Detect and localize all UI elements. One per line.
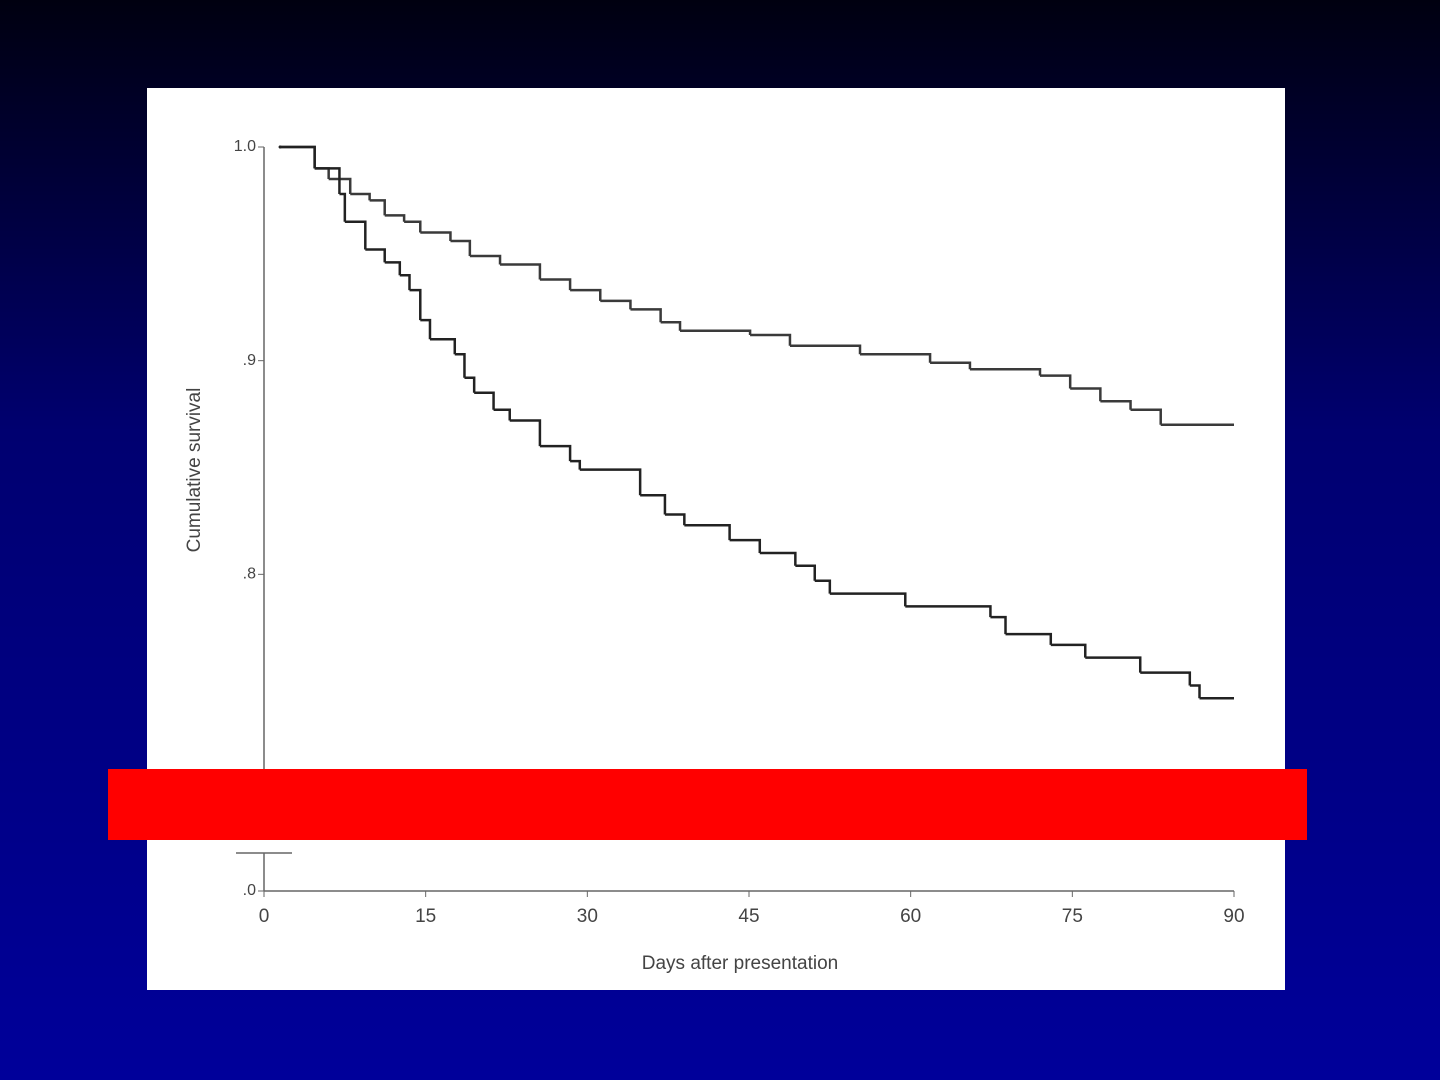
survival-step <box>474 391 495 410</box>
survival-step <box>539 278 572 291</box>
survival-step <box>990 615 1007 635</box>
survival-step <box>814 579 832 594</box>
survival-step <box>1130 408 1162 425</box>
survival-step <box>630 308 662 323</box>
x-axis-label: Days after presentation <box>642 953 838 974</box>
survival-step <box>493 408 511 421</box>
survival-step <box>1085 656 1142 673</box>
survival-step <box>500 263 542 280</box>
survival-step <box>328 177 352 195</box>
survival-step <box>365 248 386 263</box>
x-tick-label: 45 <box>738 906 759 927</box>
survival-step <box>454 353 466 378</box>
x-tick-label: 60 <box>900 906 921 927</box>
survival-step <box>600 299 632 310</box>
survival-step <box>1189 684 1201 699</box>
survival-step <box>409 288 422 321</box>
survival-step <box>570 459 582 470</box>
survival-step <box>969 367 1042 376</box>
y-tick-label: .0 <box>243 882 256 899</box>
survival-step <box>1140 671 1192 686</box>
x-tick-label: 0 <box>259 906 270 927</box>
survival-step <box>469 254 502 265</box>
survival-step <box>420 231 452 242</box>
y-tick-label: 1.0 <box>234 138 256 155</box>
survival-step <box>759 551 797 566</box>
survival-step <box>664 513 686 526</box>
survival-step <box>640 494 667 515</box>
survival-step <box>429 338 457 355</box>
survival-step <box>570 288 602 301</box>
survival-step <box>399 273 411 291</box>
survival-step <box>344 220 367 250</box>
survival-step <box>1070 387 1102 402</box>
survival-step <box>579 468 642 496</box>
survival-step <box>905 605 992 618</box>
survival-step <box>684 523 731 541</box>
survival-step <box>369 199 386 216</box>
survival-step <box>420 318 432 340</box>
survival-step <box>660 320 682 331</box>
survival-step <box>539 444 572 462</box>
survival-step <box>829 592 907 607</box>
survival-step <box>1050 643 1087 658</box>
red-banner <box>108 769 1307 840</box>
x-tick-label: 90 <box>1223 906 1244 927</box>
survival-step <box>450 239 472 256</box>
survival-step <box>860 353 932 363</box>
survival-step <box>384 214 406 222</box>
survival-step <box>1005 632 1053 645</box>
survival-step <box>750 333 792 346</box>
survival-step <box>795 564 816 581</box>
survival-step <box>930 361 972 370</box>
y-axis-label: Cumulative survival <box>184 388 205 553</box>
survival-step <box>509 419 542 447</box>
survival-step <box>789 344 862 355</box>
survival-step <box>464 376 476 393</box>
chart-panel <box>147 88 1285 990</box>
survival-step <box>314 167 341 195</box>
survival-step <box>350 192 371 201</box>
survival-step <box>729 538 762 553</box>
survival-step <box>339 192 347 222</box>
survival-step <box>404 220 422 233</box>
plot: 1.0 .9 .8 .00 15 30 45 60 75 90 <box>234 138 1245 927</box>
survival-step <box>680 329 752 336</box>
x-tick-label: 15 <box>415 906 436 927</box>
y-tick-label: .9 <box>243 352 256 369</box>
y-tick-label: .8 <box>243 566 256 583</box>
survival-step <box>280 145 316 169</box>
x-tick-label: 30 <box>577 906 598 927</box>
x-tick-label: 75 <box>1062 906 1083 927</box>
survival-step <box>384 261 402 276</box>
survival-step <box>1100 400 1132 410</box>
survival-step <box>1040 374 1072 389</box>
